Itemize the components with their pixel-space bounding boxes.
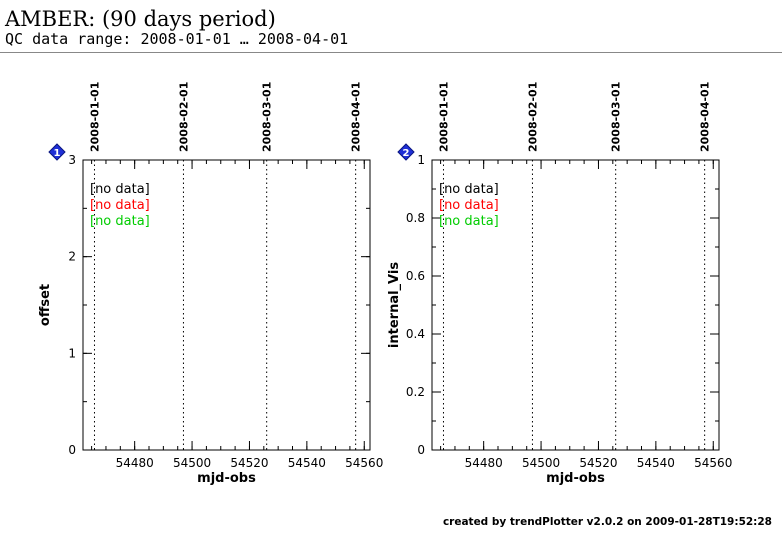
page-title: AMBER: (90 days period) [5, 7, 276, 31]
badge-number: 1 [54, 148, 61, 159]
legend-entry: [no data] [90, 182, 150, 197]
y-axis-label: internal_Vis [387, 262, 402, 348]
legend-entry: [no data] [90, 214, 150, 229]
legend-entry: [no data] [439, 182, 499, 197]
y-tick-label: 2 [68, 250, 76, 264]
x-tick-label: 54560 [694, 456, 732, 470]
y-tick-label: 1 [68, 346, 76, 360]
x-tick-label: 54480 [116, 456, 154, 470]
y-axis-label: offset [38, 284, 53, 326]
x-axis-label: mjd-obs [197, 471, 256, 486]
badge-number: 2 [403, 148, 410, 159]
y-tick-label: 0.2 [406, 385, 425, 399]
x-tick-label: 54520 [579, 456, 617, 470]
x-tick-label: 54500 [173, 456, 211, 470]
x-tick-label: 54540 [637, 456, 675, 470]
header-divider [0, 52, 782, 53]
footer-credit: created by trendPlotter v2.0.2 on 2009-0… [442, 516, 772, 528]
date-marker-label: 2008-03-01 [261, 82, 274, 152]
date-marker-label: 2008-02-01 [526, 82, 539, 152]
x-tick-label: 54520 [230, 456, 268, 470]
y-tick-label: 0 [417, 443, 425, 457]
plot-number-badge: 1 [48, 143, 66, 161]
x-axis-label: mjd-obs [546, 471, 605, 486]
y-tick-label: 0.8 [406, 211, 425, 225]
date-marker-label: 2008-01-01 [437, 82, 450, 152]
legend-entry: [no data] [439, 214, 499, 229]
x-tick-label: 54540 [288, 456, 326, 470]
plot-panel-1: 54480 54500 54520 54540 54560 0 1 2 3 2008-01-01 2… [38, 82, 383, 486]
date-marker-label: 2008-03-01 [610, 82, 623, 152]
y-tick-label: 1 [417, 153, 425, 167]
date-marker-label: 2008-02-01 [177, 82, 190, 152]
y-tick-label: 0 [68, 443, 76, 457]
date-marker-label: 2008-01-01 [88, 82, 101, 152]
y-tick-label: 0.6 [406, 269, 425, 283]
badge-diamond [48, 143, 66, 161]
date-marker-label: 2008-04-01 [699, 82, 712, 152]
x-tick-label: 54560 [345, 456, 383, 470]
y-tick-label: 3 [68, 153, 76, 167]
x-tick-label: 54480 [465, 456, 503, 470]
plot-panel-2: 54480 54500 54520 54540 5456000.20.40.60.812… [387, 82, 732, 486]
legend-entry: [no data] [90, 198, 150, 213]
legend-entry: [no data] [439, 198, 499, 213]
y-tick-label: 0.4 [406, 327, 425, 341]
x-tick-label: 54500 [522, 456, 560, 470]
plot-number-badge: 2 [397, 143, 415, 161]
date-marker-label: 2008-04-01 [350, 82, 363, 152]
page-subtitle: QC data range: 2008-01-01 … 2008-04-01 [5, 30, 349, 48]
badge-diamond [397, 143, 415, 161]
